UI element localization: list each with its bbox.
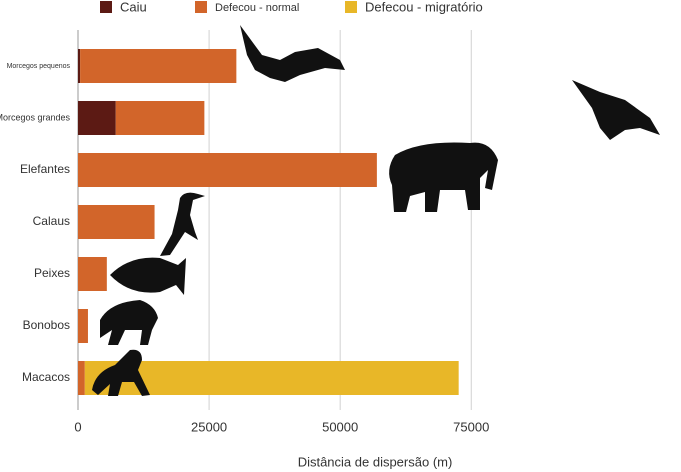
bat-icon xyxy=(240,25,345,82)
monkey-icon xyxy=(92,349,150,396)
y-tick-label: Calaus xyxy=(33,214,70,228)
silhouettes xyxy=(92,25,660,396)
legend-swatch xyxy=(100,1,112,13)
legend-label: Caiu xyxy=(120,0,147,14)
x-tick-label: 50000 xyxy=(322,419,358,434)
bar-segment xyxy=(78,205,155,239)
legend-label: Defecou - migratório xyxy=(365,0,483,14)
y-tick-label: Morcegos grandes xyxy=(0,112,70,122)
y-tick-label: Bonobos xyxy=(23,318,70,332)
x-tick-label: 75000 xyxy=(453,419,489,434)
y-tick-label: Morcegos pequenos xyxy=(7,63,71,70)
y-tick-label: Macacos xyxy=(22,370,70,384)
bar-segment xyxy=(78,101,116,135)
x-tick-label: 0 xyxy=(74,419,81,434)
elephant-icon xyxy=(389,142,498,212)
legend-label: Defecou - normal xyxy=(215,2,299,14)
x-tick-label: 25000 xyxy=(191,419,227,434)
bar-segment xyxy=(78,257,107,291)
bar-segment xyxy=(78,309,88,343)
bar-segment xyxy=(78,153,377,187)
bar-segment xyxy=(80,49,237,83)
y-tick-label: Peixes xyxy=(34,266,70,280)
legend-swatch xyxy=(195,1,207,13)
y-tick-label: Elefantes xyxy=(20,162,70,176)
legend-swatch xyxy=(345,1,357,13)
x-axis-title: Distância de dispersão (m) xyxy=(298,454,453,469)
bar-segment xyxy=(115,101,205,135)
hornbill-icon xyxy=(160,192,205,256)
bar-segment xyxy=(78,361,85,395)
fish-icon xyxy=(110,257,186,295)
ape-icon xyxy=(100,300,158,345)
bat-icon xyxy=(572,80,660,140)
bar-segment xyxy=(78,49,81,83)
